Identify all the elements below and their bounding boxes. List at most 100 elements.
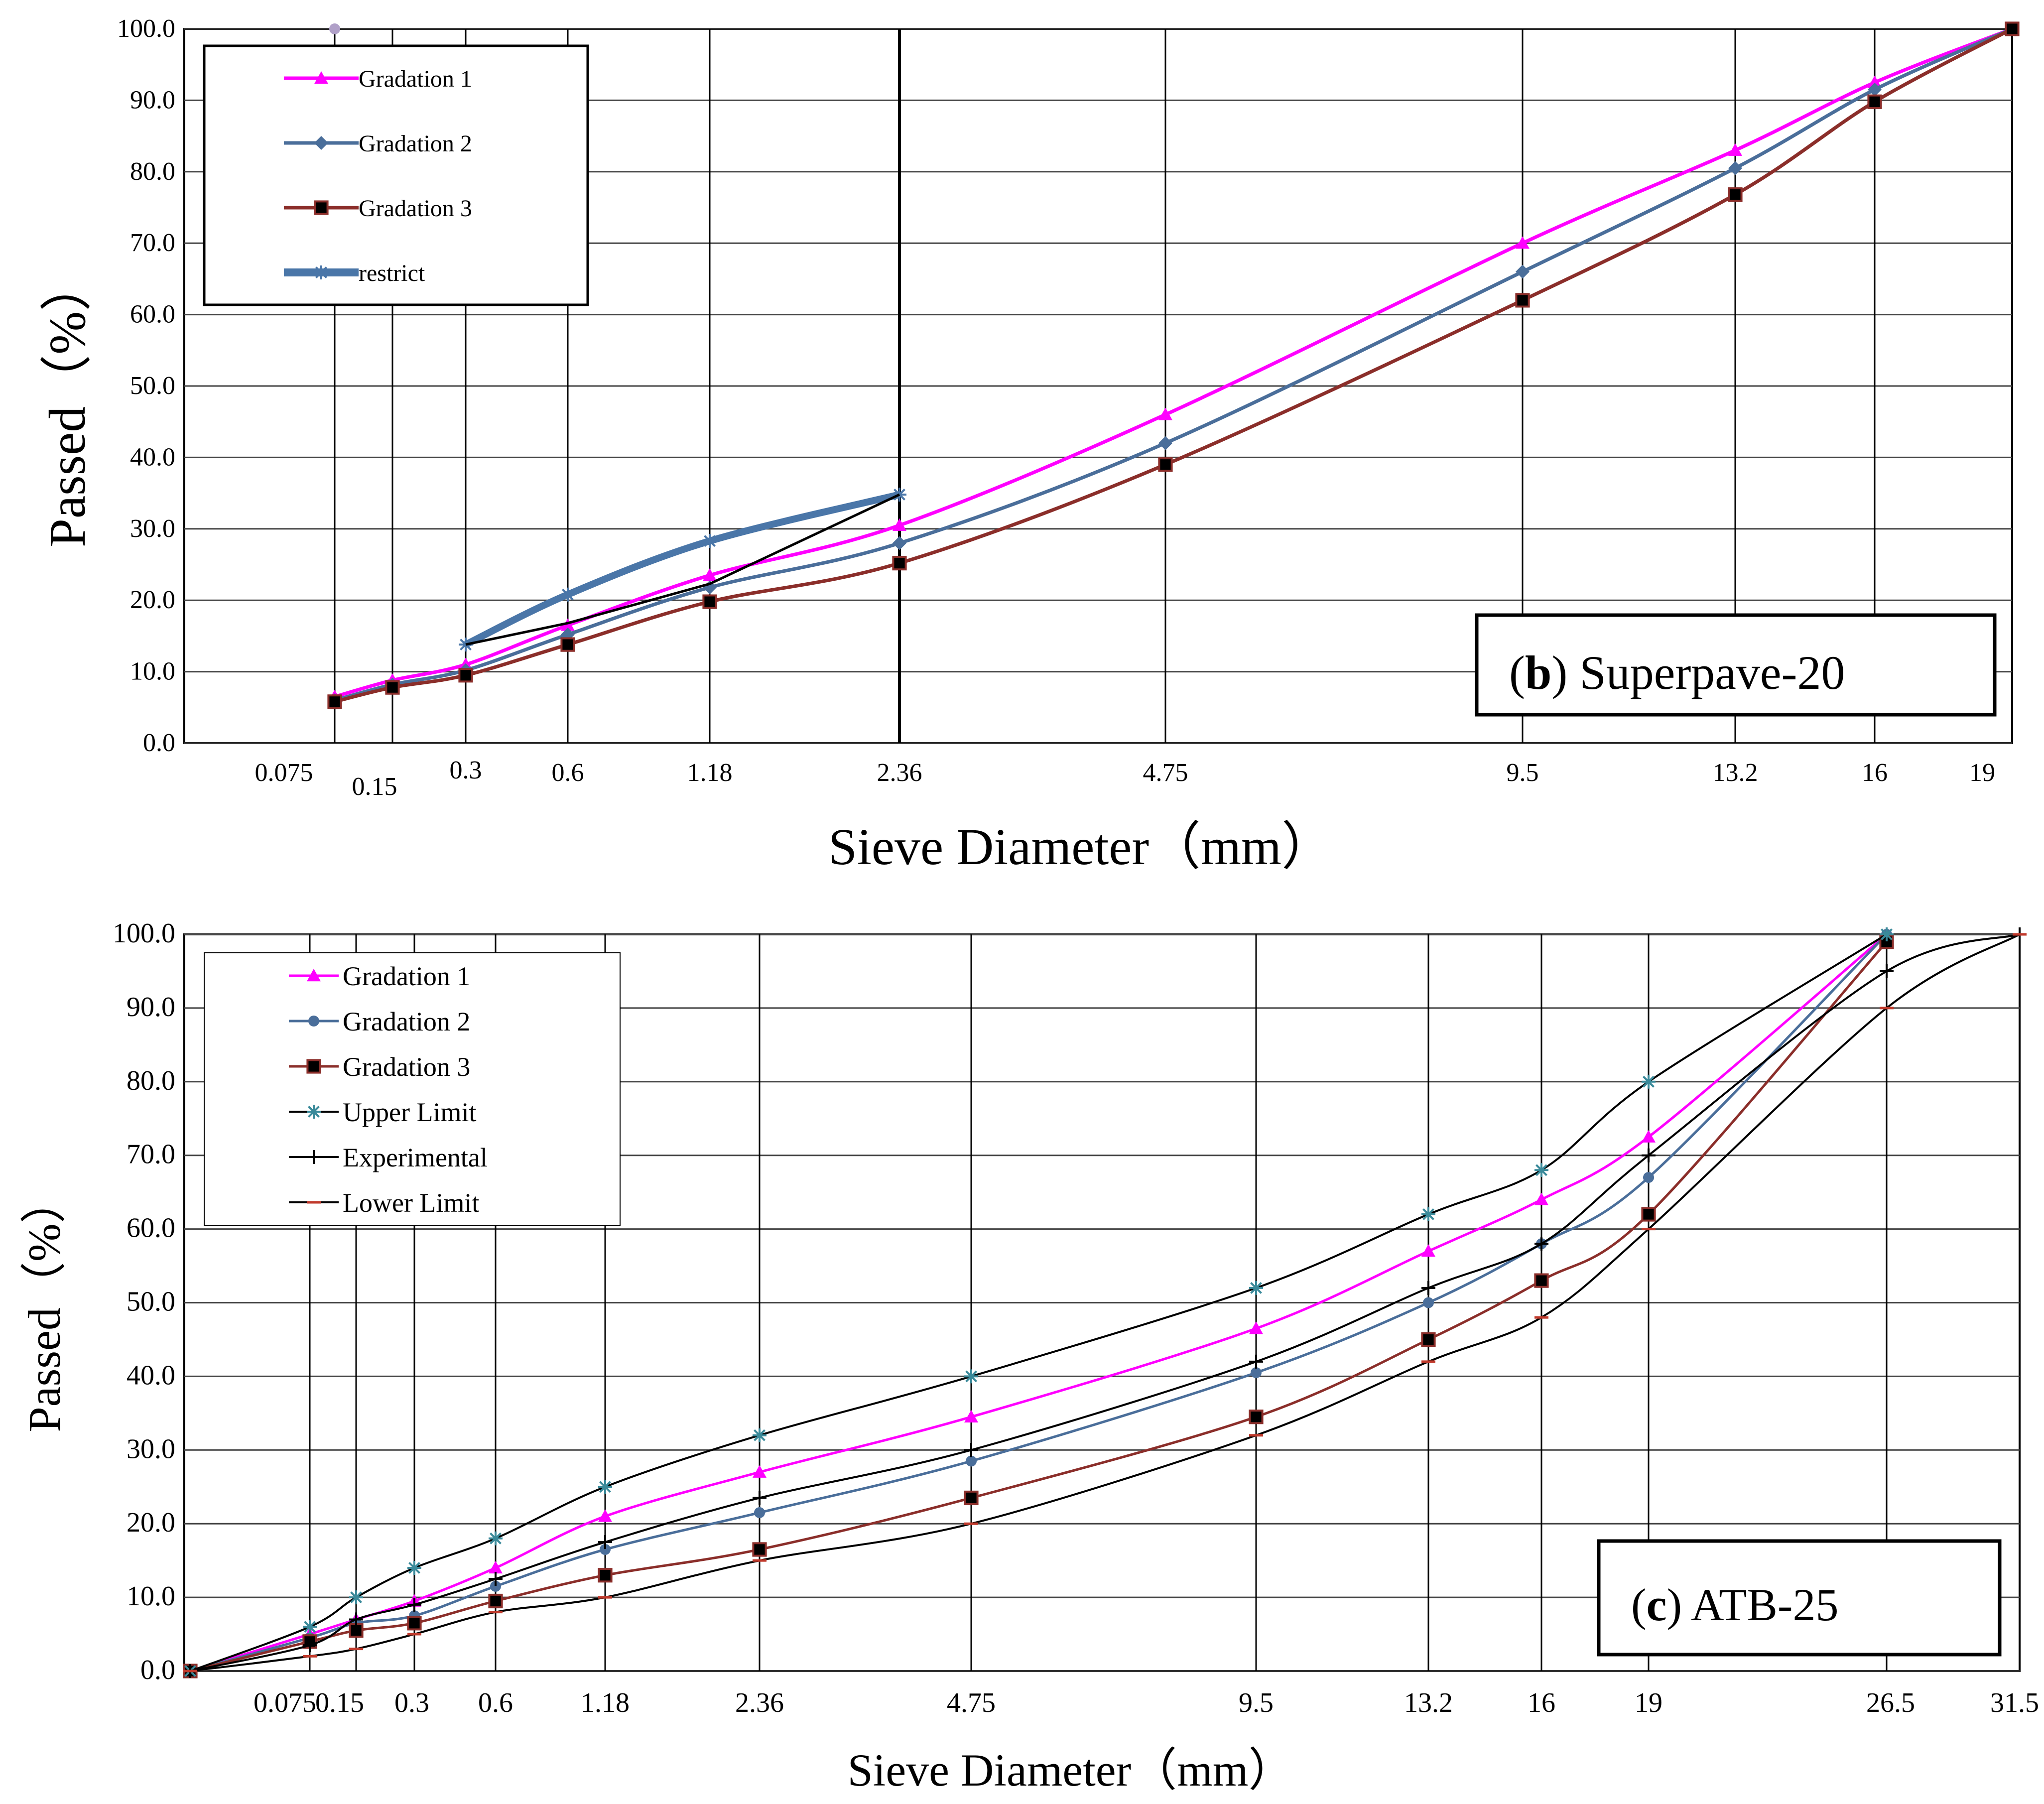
data-point <box>892 556 907 571</box>
x-tick-label: 0.3 <box>394 1687 429 1718</box>
data-point <box>702 594 717 609</box>
y-tick-label: 80.0 <box>130 157 175 186</box>
legend-label: Upper Limit <box>343 1097 476 1127</box>
data-point <box>1868 75 1882 88</box>
legend-swatch-marker <box>314 136 328 150</box>
panel-label-open: ( <box>1631 1579 1647 1630</box>
y-tick-label: 10.0 <box>130 657 175 686</box>
data-point <box>1249 1354 1263 1369</box>
data-point <box>753 1491 766 1505</box>
legend-swatch-marker <box>307 1150 321 1164</box>
data-point <box>407 1597 421 1612</box>
panel-label-letter: b <box>1525 646 1551 699</box>
data-point <box>349 1590 363 1605</box>
series-line <box>190 933 1888 1673</box>
data-point <box>407 1560 421 1575</box>
legend-item: Gradation 2 <box>284 130 472 157</box>
data-point <box>303 1638 317 1653</box>
data-point <box>1534 1163 1548 1177</box>
chart-atb-25: 0.0 10.0 20.0 30.0 40.0 50.0 60.0 70.0 80.0 90.0 1… <box>19 918 2039 1796</box>
data-point <box>1641 1207 1656 1222</box>
data-point <box>1158 436 1172 450</box>
legend-item: Gradation 3 <box>289 1052 470 1082</box>
data-point <box>893 536 906 550</box>
data-point <box>303 1620 317 1634</box>
y-axis-title: Passed（%） <box>39 259 96 547</box>
data-point <box>561 587 575 602</box>
data-point <box>458 668 473 683</box>
panel-label-close: ) <box>1551 646 1579 699</box>
data-point <box>1516 236 1530 249</box>
data-point <box>1515 293 1530 308</box>
y-tick-label: 20.0 <box>127 1507 175 1538</box>
x-tick-label: 1.18 <box>581 1687 630 1718</box>
data-point <box>327 694 342 709</box>
y-tick-label: 80.0 <box>127 1065 175 1096</box>
x-axis-title: Sieve Diameter（mm） <box>848 1745 1294 1796</box>
legend-item: Gradation 1 <box>284 66 472 92</box>
y-tick-label: 20.0 <box>130 586 175 614</box>
series-line <box>334 27 2013 702</box>
series-line <box>190 941 1888 1673</box>
x-tick-label: 13.2 <box>1713 759 1758 787</box>
data-point <box>490 1580 501 1592</box>
y-tick-label: 50.0 <box>130 372 175 400</box>
data-point <box>1534 1273 1549 1288</box>
x-axis-title: Sieve Diameter（mm） <box>828 818 1333 876</box>
legend-swatch-marker <box>314 265 328 279</box>
data-point <box>407 1616 422 1631</box>
panel-label: (c) ATB-25 <box>1597 1539 2002 1657</box>
legend-swatch-marker <box>307 1105 321 1119</box>
series-line <box>464 491 900 648</box>
y-tick-label: 0.0 <box>140 1655 175 1685</box>
x-tick-label: 16 <box>1528 1687 1555 1718</box>
data-point <box>1534 1237 1548 1251</box>
panel-label-box <box>1597 1539 2002 1657</box>
data-point <box>598 1480 612 1494</box>
legend-item: Lower Limit <box>289 1188 479 1218</box>
y-axis-title: Passed（%） <box>19 1177 70 1432</box>
data-point <box>966 1455 977 1467</box>
legend-label: Gradation 1 <box>343 961 470 991</box>
data-point <box>598 1535 612 1549</box>
data-point <box>703 534 717 548</box>
data-point <box>488 1593 503 1609</box>
data-point <box>964 1410 978 1422</box>
panel-label: (b) Superpave-20 <box>1475 613 1997 717</box>
data-point <box>964 1443 978 1457</box>
data-point <box>1642 1130 1656 1143</box>
series-line <box>334 27 2013 704</box>
legend-label: Gradation 3 <box>359 195 472 222</box>
data-point <box>385 680 400 695</box>
data-point <box>703 568 717 581</box>
y-tick-label: 40.0 <box>130 443 175 471</box>
legend-swatch-marker <box>308 1016 319 1027</box>
data-point <box>1643 1172 1654 1183</box>
panel-label-close: ) <box>1666 1579 1691 1630</box>
x-tick-label: 0.3 <box>450 756 482 784</box>
y-tick-label: 60.0 <box>130 300 175 329</box>
panel-label-text: (b) Superpave-20 <box>1509 646 1845 699</box>
data-point <box>893 518 906 531</box>
y-tick-label: 40.0 <box>127 1360 175 1391</box>
data-point <box>1642 1074 1656 1089</box>
data-point <box>560 637 575 652</box>
panel-label-name: Superpave-20 <box>1579 646 1845 699</box>
data-point <box>964 1490 979 1506</box>
legend-swatch-marker <box>314 200 329 215</box>
legend-item: Upper Limit <box>289 1097 476 1127</box>
x-tick-label: 31.5 <box>1990 1687 2039 1718</box>
data-point <box>1251 1367 1262 1379</box>
legend-swatch-marker <box>306 1059 321 1074</box>
series-max-density-marker <box>329 23 340 34</box>
data-point <box>1868 82 1882 97</box>
data-point <box>329 23 340 34</box>
y-tick-label: 90.0 <box>130 86 175 114</box>
data-point <box>1158 457 1173 472</box>
data-point <box>1728 161 1742 175</box>
x-tick-label: 26.5 <box>1866 1687 1915 1718</box>
data-point <box>1249 1410 1264 1424</box>
y-tick-label: 60.0 <box>127 1213 175 1244</box>
series-upper-limit <box>183 927 1894 1678</box>
y-tick-label: 90.0 <box>127 992 175 1023</box>
